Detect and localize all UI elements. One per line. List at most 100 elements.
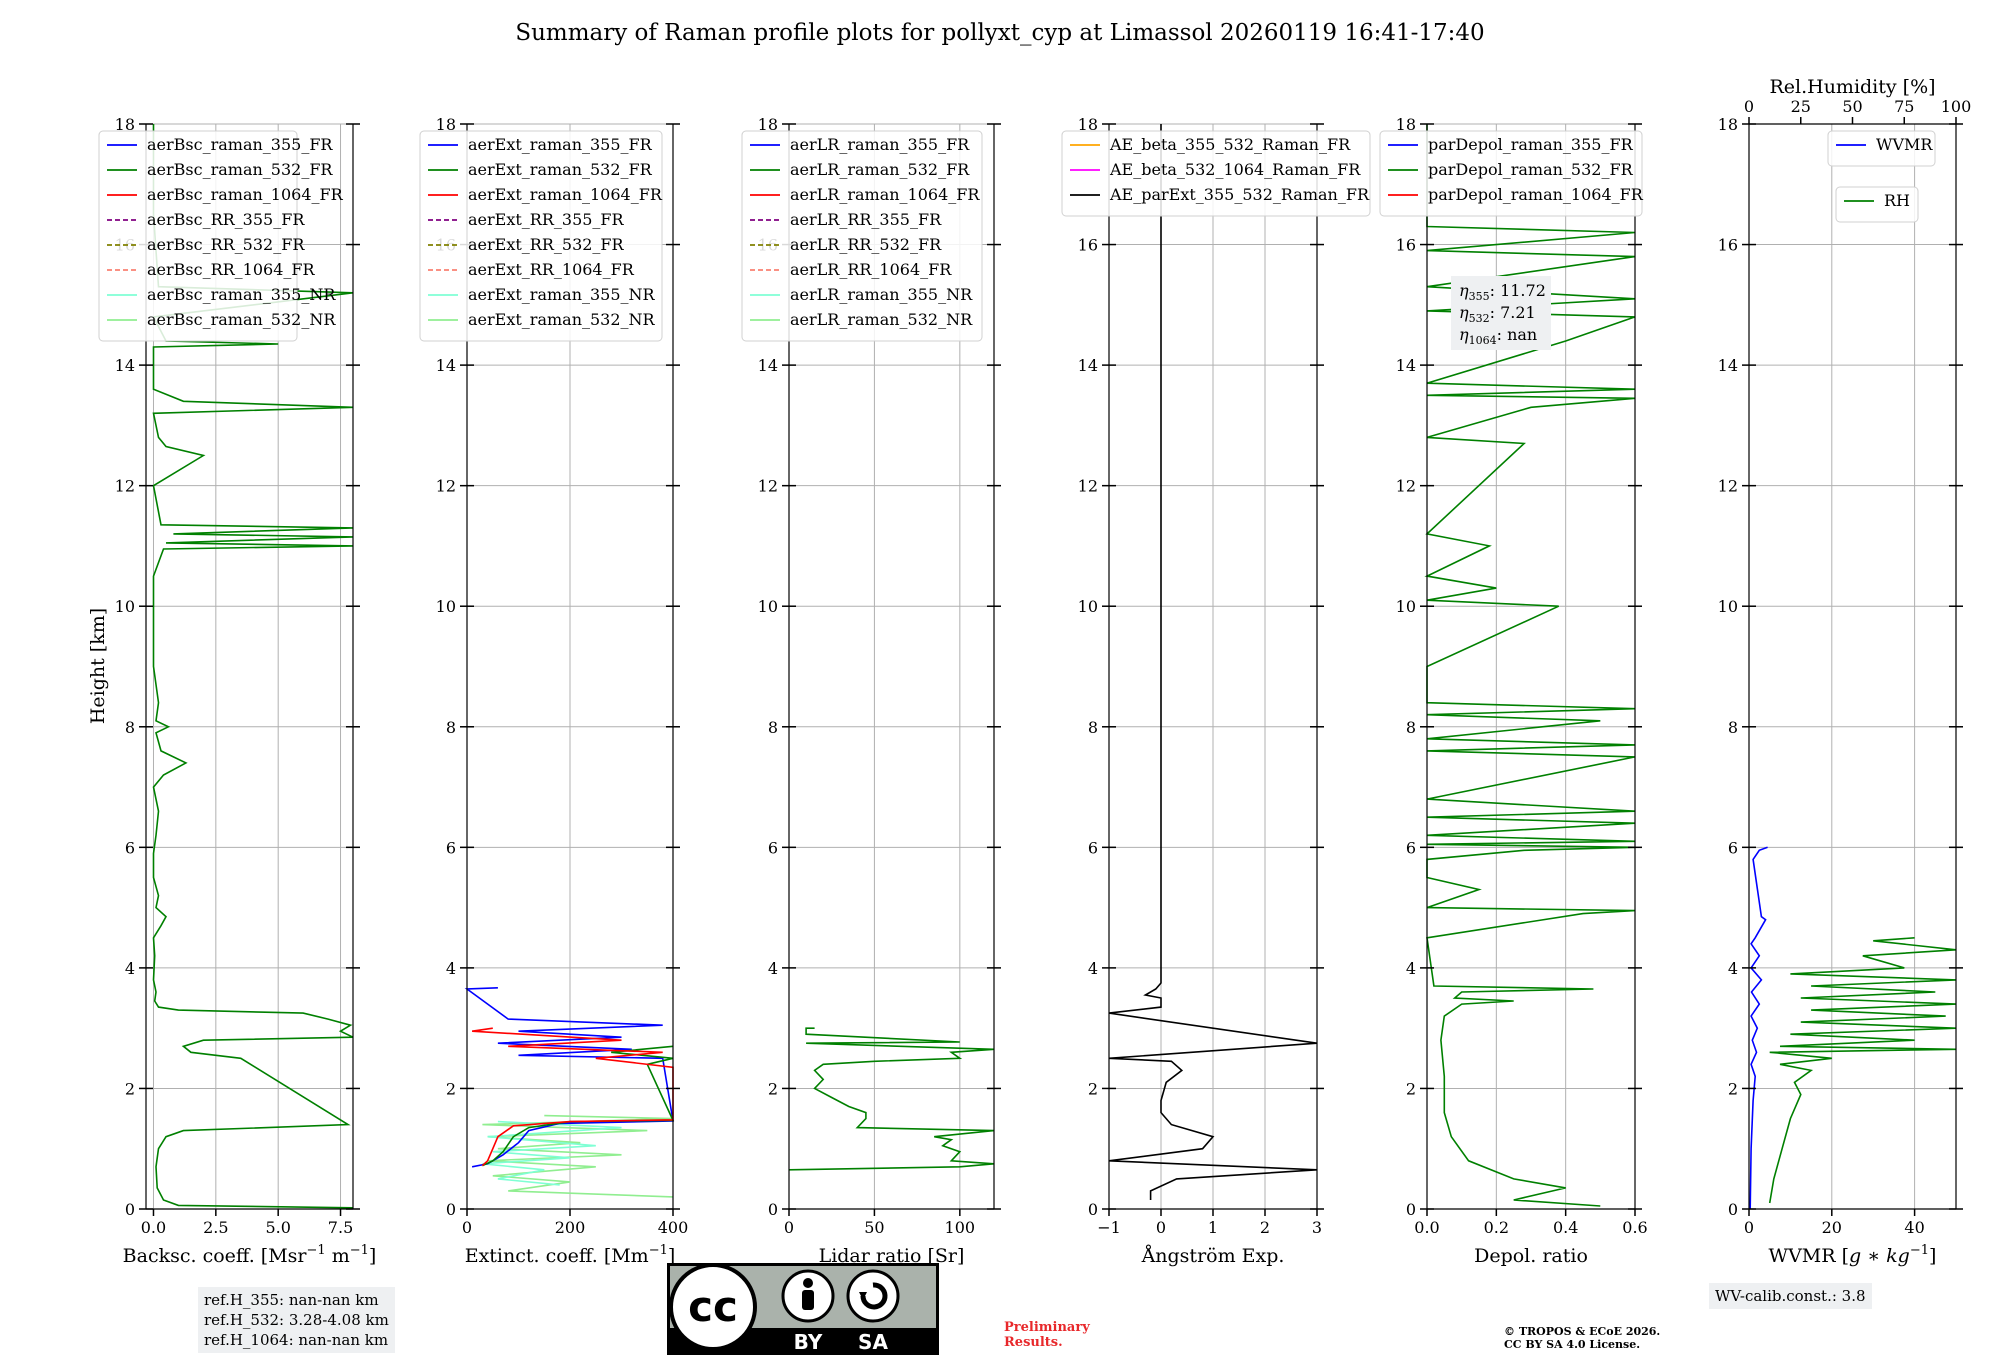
legend-bsc: aerBsc_raman_355_FR aerBsc_raman_532_FRae… [98,130,344,342]
legend-entry-label: aerLR_RR_355_FR [790,210,942,229]
y-tick-label: 18 [1078,115,1098,134]
reference-height-box: ref.H_355: nan-nan km ref.H_532: 3.28-4.… [198,1287,395,1353]
by-person-body [802,1290,814,1310]
y-tick-label: 6 [1406,838,1416,857]
legend-entry-label: aerExt_RR_355_FR [468,210,625,229]
y-tick-label: 10 [436,597,456,616]
legend-box [1827,130,1936,167]
x-axis-label-part: ] [369,1245,376,1267]
preliminary-line2: Results. [1004,1335,1063,1350]
x-tick-label: 200 [555,1218,586,1237]
x-tick-label: 40 [1904,1218,1924,1237]
panel-depol: 0 2 4 6 8 10 12 14 16 18 0.0 0.2 0.4 0.6 Depol. ratio p… [1379,115,1648,1267]
x-tick-label: 0 [462,1218,472,1237]
top-tick-label: 100 [1941,97,1972,116]
panel-wv: 0 2 4 6 8 10 12 14 16 18 0 20 40 0 25 50 75 100 Rel.Humidi… [1718,76,1972,1267]
y-tick-label: 18 [436,115,456,134]
series-wv [1749,846,1957,1210]
legend-entry-label: aerExt_raman_355_FR [468,135,653,154]
y-tick-label: 12 [1718,477,1738,496]
y-tick-label: 6 [125,838,135,857]
copyright-note: © TROPOS & ECoE 2026. CC BY SA 4.0 Licen… [1504,1325,1660,1351]
legend-entry-label: aerLR_raman_532_NR [790,310,973,329]
x-axis-label-part: −1 [1910,1243,1929,1258]
y-tick-label: 6 [768,838,778,857]
x-tick-label: 2.5 [203,1218,228,1237]
y-tick-label: 2 [768,1079,778,1098]
legend-entry-label: aerBsc_RR_1064_FR [147,260,316,279]
series-line-aerLR_raman_532_FR [788,1027,995,1171]
series-ext [464,987,675,1198]
y-tick-label: 12 [115,477,135,496]
y-tick-label: 18 [1396,115,1416,134]
legend-entry-label: WVMR [1876,135,1933,154]
y-tick-label: 4 [125,959,135,978]
legend-entry-label: AE_parExt_355_532_Raman_FR [1109,185,1370,204]
x-axis-label: Lidar ratio [Sr] [819,1245,965,1267]
legend-box [419,130,663,342]
top-tick-label: 50 [1842,97,1862,116]
x-tick-label: 0.0 [1414,1218,1439,1237]
y-tick-label: 2 [1406,1079,1416,1098]
y-axis-label: Height [km] [87,608,109,724]
legend-depol: parDepol_raman_355_FR parDepol_raman_532_… [1379,130,1644,217]
y-tick-label: 4 [1406,959,1416,978]
x-tick-label: 0 [1156,1218,1166,1237]
series-line-parDepol_raman_532_FR [1424,124,1636,1207]
legend-entry-label: aerLR_raman_355_FR [790,135,970,154]
legend-entry-label: aerExt_RR_532_FR [468,235,625,254]
y-tick-label: 14 [1078,356,1098,375]
wv-calib-const: WV-calib.const.: 3.8 [1715,1287,1866,1305]
x-tick-label: 1 [1208,1218,1218,1237]
y-tick-label: 8 [768,718,778,737]
series-line-aerExt_raman_355_FR [464,987,674,1168]
x-tick-label: 0.2 [1484,1218,1509,1237]
x-axis-label-part: −1 [649,1243,668,1258]
legend-box [1379,130,1643,217]
eta-part: : 7.21 [1490,303,1536,322]
legend-entry-label: parDepol_raman_1064_FR [1428,185,1644,204]
top-tick-label: 75 [1894,97,1914,116]
legend-lr: aerLR_raman_355_FR aerLR_raman_532_FR aerL… [741,130,983,342]
y-tick-label: 6 [1088,838,1098,857]
y-tick-label: 0 [1406,1200,1416,1219]
legend-entry-label: aerLR_raman_1064_FR [790,185,980,204]
x-tick-label: 0.0 [141,1218,166,1237]
y-tick-label: 16 [1078,236,1098,255]
y-tick-label: 12 [1078,477,1098,496]
eta-line: η1064: nan [1459,325,1537,347]
legend-box [1835,186,1919,223]
x-tick-label: 2 [1260,1218,1270,1237]
eta-part: 1064 [1469,334,1497,347]
y-tick-label: 14 [115,356,135,375]
x-axis-label-part: g ∗ kg [1849,1245,1910,1267]
cc-logo-text: cc [688,1282,738,1331]
x-tick-label: −1 [1097,1218,1121,1237]
legend-entry-label: aerLR_raman_532_FR [790,160,970,179]
y-tick-label: 0 [446,1200,456,1219]
y-tick-label: 4 [768,959,778,978]
legend-wv-wvmr: WVMR [1827,130,1936,167]
x-axis-label: Backsc. coeff. [Msr−1 m−1] [123,1243,377,1267]
y-tick-label: 8 [125,718,135,737]
y-tick-label: 2 [125,1079,135,1098]
x-axis-label: Extinct. coeff. [Mm−1] [465,1243,676,1267]
y-tick-label: 18 [758,115,778,134]
y-tick-label: 0 [1088,1200,1098,1219]
y-tick-label: 8 [1088,718,1098,737]
legend-box [1061,130,1371,217]
y-tick-label: 0 [1728,1200,1738,1219]
legend-entry-label: aerBsc_raman_355_NR [147,285,336,304]
series-line-WVMR [1749,846,1768,1210]
ref-height-532: ref.H_532: 3.28-4.08 km [204,1311,389,1329]
eta-annotation-bg [1451,276,1551,350]
legend-ext: aerExt_raman_355_FR aerExt_raman_532_FRae… [419,130,663,342]
x-tick-label: 20 [1822,1218,1842,1237]
x-axis-label-part: ] [668,1245,675,1267]
x-tick-label: 50 [864,1218,884,1237]
y-tick-label: 12 [1396,477,1416,496]
x-tick-label: 0.6 [1622,1218,1647,1237]
y-tick-label: 14 [436,356,456,375]
